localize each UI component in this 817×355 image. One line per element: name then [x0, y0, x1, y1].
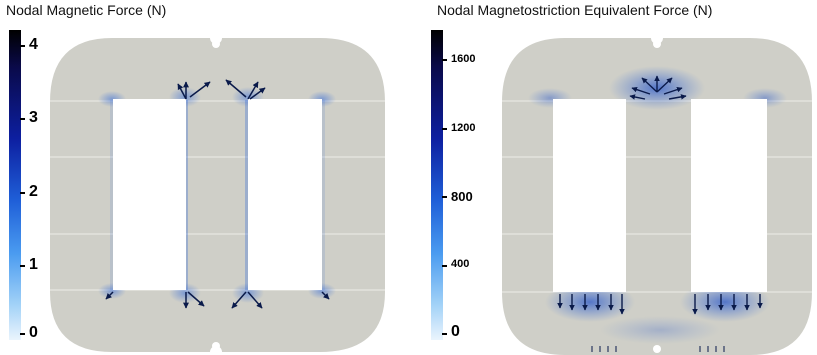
- panel-title: Nodal Magnetostriction Equivalent Force …: [437, 2, 713, 18]
- colorbar-tick: [20, 118, 25, 120]
- bolt-hole-top: [653, 40, 661, 48]
- colorbar-tick-label: 800: [451, 189, 473, 204]
- colorbar-tick: [442, 59, 447, 61]
- colorbar: [431, 30, 443, 340]
- window-left: [113, 99, 186, 290]
- colorbar-tick-label: 0: [451, 323, 460, 340]
- colorbar-tick: [442, 265, 447, 267]
- force-arrows: [557, 75, 763, 315]
- colorbar-tick-label: 4: [29, 36, 38, 53]
- colorbar-tick-label: 2: [29, 183, 38, 200]
- window-right: [248, 99, 322, 290]
- colorbar-tick: [20, 45, 25, 47]
- panel-title: Nodal Magnetic Force (N): [6, 2, 167, 18]
- force-arrows: [105, 79, 330, 309]
- bottom-tick-marks: [591, 346, 725, 352]
- colorbar-tick-label: 400: [451, 258, 470, 270]
- colorbar-tick: [20, 265, 25, 267]
- bolt-hole-bottom: [653, 345, 661, 353]
- window-left: [553, 99, 626, 292]
- panel-magnetostriction-force: Nodal Magnetostriction Equivalent Force …: [410, 0, 817, 355]
- transformer-core-model: [50, 38, 385, 352]
- colorbar-tick: [20, 192, 25, 194]
- colorbar-tick-label: 3: [29, 109, 38, 126]
- colorbar-tick: [442, 333, 447, 335]
- colorbar: [9, 30, 21, 340]
- colorbar-tick: [20, 333, 25, 335]
- panel-magnetic-force: Nodal Magnetic Force (N) 4 3 2 1 0: [6, 2, 385, 352]
- bolt-hole-bottom: [212, 342, 220, 350]
- transformer-core-model: [502, 38, 812, 355]
- colorbar-tick-label: 1600: [451, 53, 476, 65]
- bolt-hole-top: [212, 40, 220, 48]
- colorbar-tick: [442, 128, 447, 130]
- colorbar-tick-label: 0: [29, 324, 38, 341]
- colorbar-tick-label: 1: [29, 256, 38, 273]
- colorbar-tick: [442, 196, 447, 198]
- colorbar-tick-label: 1200: [451, 122, 476, 134]
- window-right: [691, 99, 767, 292]
- core-shape: [50, 38, 385, 352]
